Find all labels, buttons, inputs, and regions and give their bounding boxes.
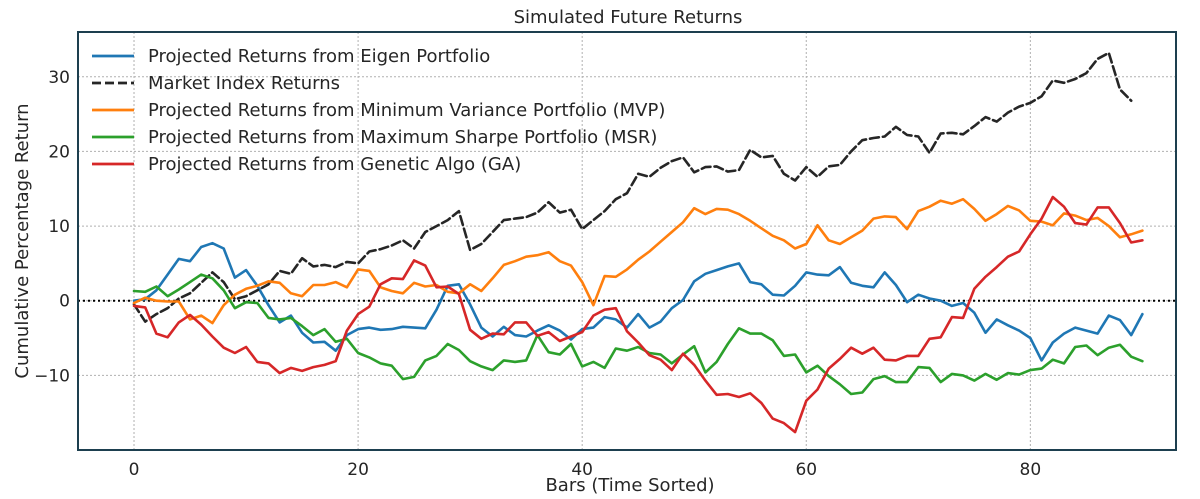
plot-frame: [77, 31, 1177, 451]
x-tick-label: 0: [129, 460, 140, 480]
y-tick-label: 20: [48, 142, 70, 162]
legend-label-1: Projected Returns from Eigen Portfolio: [148, 46, 490, 67]
legend-label-2: Market Index Returns: [148, 73, 340, 94]
legend-label-5: Projected Returns from Genetic Algo (GA): [148, 154, 521, 175]
x-tick-label: 20: [347, 460, 369, 480]
grid: [78, 32, 1176, 450]
series-line-4: [132, 273, 1144, 396]
series-line-1: [132, 241, 1144, 362]
chart-title: Simulated Future Returns: [514, 7, 743, 28]
series-line-2: [132, 51, 1133, 323]
series-line-3: [132, 197, 1144, 325]
x-axis-label: Bars (Time Sorted): [545, 475, 714, 496]
series-line-5: [132, 195, 1144, 434]
legend: Projected Returns from Eigen Portfolio Ma…: [92, 46, 665, 175]
y-tick-label: 0: [59, 292, 70, 312]
x-tick-label: 40: [571, 460, 593, 480]
y-tick-label: −10: [34, 366, 70, 386]
x-tick-label: 80: [1020, 460, 1042, 480]
y-tick-label: 10: [48, 217, 70, 237]
tick-labels: 0 20 40 60 80 −10 0 10 20 30: [34, 68, 1041, 480]
legend-label-3: Projected Returns from Minimum Variance …: [148, 100, 665, 121]
x-tick-label: 60: [795, 460, 817, 480]
y-axis-label: Cumulative Percentage Return: [12, 103, 33, 378]
legend-label-4: Projected Returns from Maximum Sharpe Po…: [148, 127, 657, 148]
y-tick-label: 30: [48, 68, 70, 88]
series-layer: [132, 51, 1144, 434]
